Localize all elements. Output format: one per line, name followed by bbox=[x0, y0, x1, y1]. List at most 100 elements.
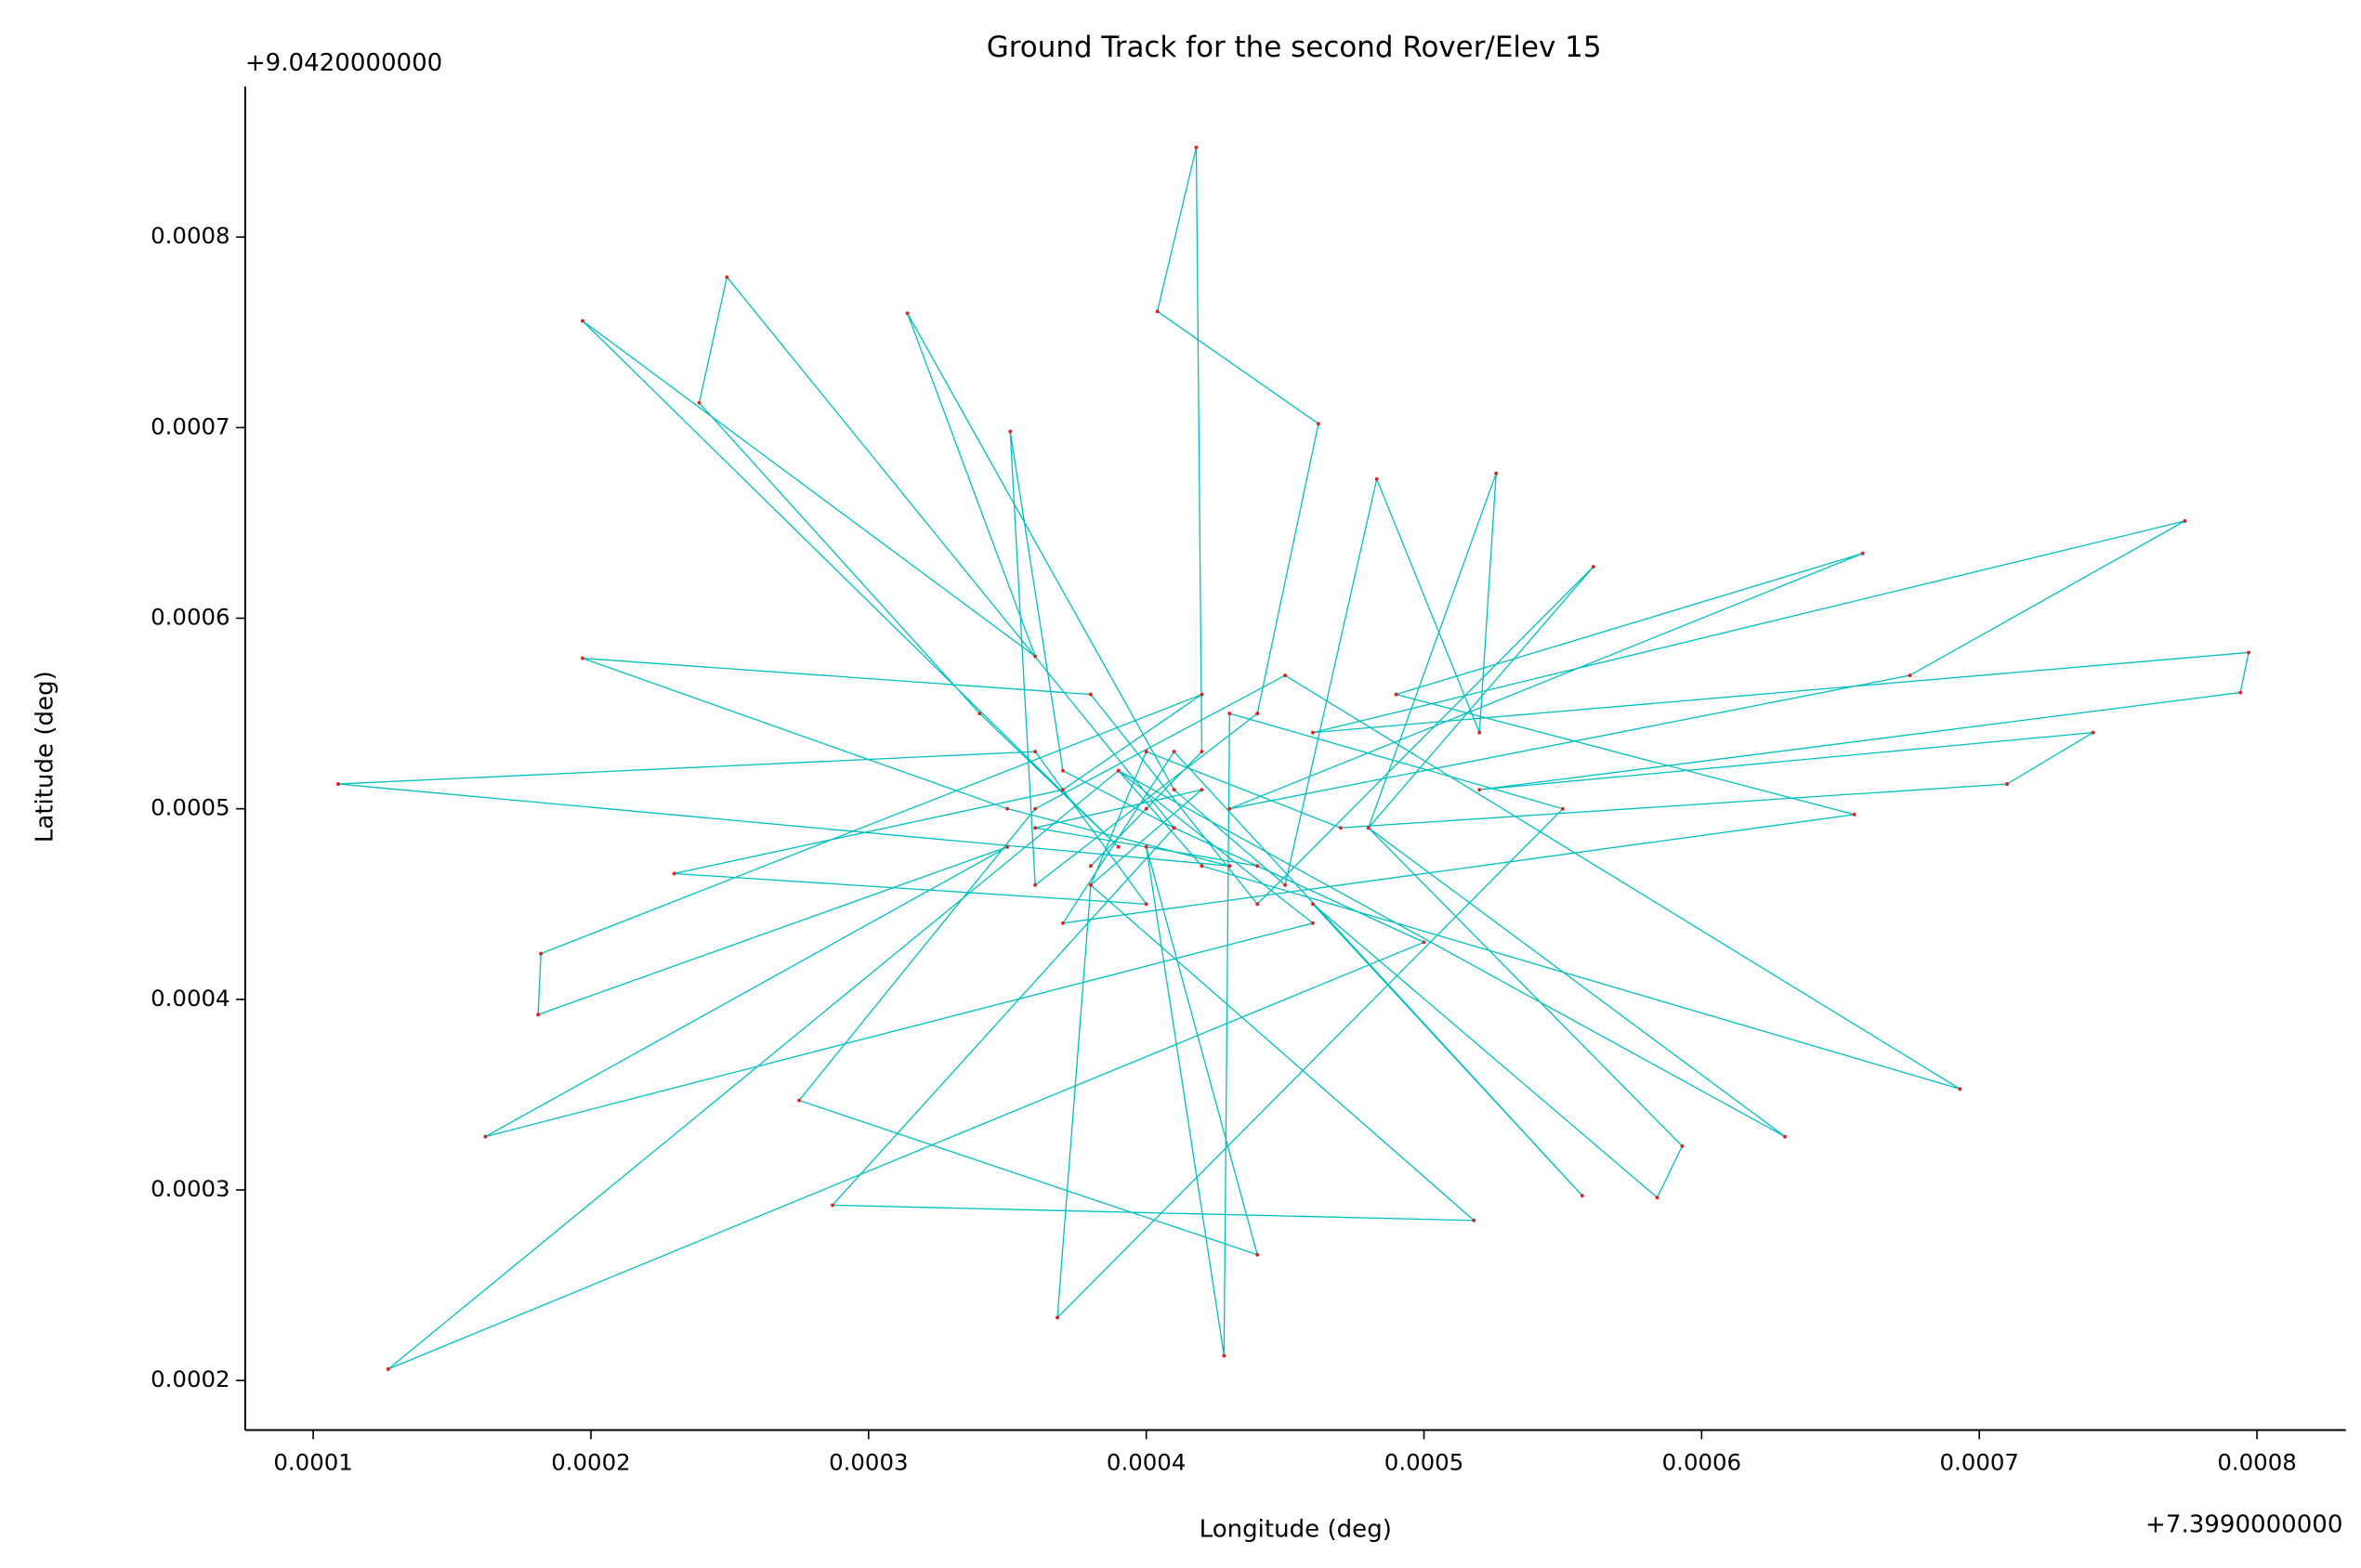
track-point bbox=[1008, 429, 1013, 434]
track-point bbox=[483, 1134, 488, 1139]
y-axis-label: Latitude (deg) bbox=[31, 671, 59, 843]
track-point bbox=[797, 1098, 802, 1103]
track-point bbox=[1144, 902, 1148, 907]
track-point bbox=[2247, 650, 2251, 655]
track-point bbox=[1311, 902, 1315, 907]
track-point bbox=[1374, 477, 1379, 481]
track-point bbox=[905, 311, 910, 316]
track-point bbox=[1088, 692, 1093, 697]
track-point bbox=[1316, 422, 1320, 426]
x-tick-label: 0.0005 bbox=[1384, 1448, 1463, 1475]
track-line bbox=[337, 147, 2250, 1370]
track-point bbox=[536, 1013, 541, 1017]
track-point bbox=[1366, 826, 1371, 830]
track-point bbox=[1061, 768, 1065, 773]
x-tick-label: 0.0006 bbox=[1662, 1448, 1741, 1475]
track-point bbox=[1908, 673, 1912, 678]
track-point bbox=[1144, 806, 1148, 811]
track-point bbox=[336, 782, 340, 786]
track-point bbox=[1222, 1353, 1226, 1358]
track-point bbox=[1311, 730, 1315, 735]
track-point bbox=[672, 871, 676, 876]
track-point bbox=[1033, 806, 1038, 811]
track-point bbox=[1655, 1196, 1659, 1200]
track-point bbox=[1477, 788, 1482, 792]
track-point bbox=[1227, 864, 1232, 869]
track-point bbox=[1394, 692, 1398, 697]
track-point bbox=[539, 951, 544, 956]
x-tick-label: 0.0008 bbox=[2217, 1448, 2296, 1475]
y-offset-text: +9.0420000000 bbox=[245, 49, 442, 77]
track-point bbox=[1200, 692, 1204, 697]
track-point bbox=[2183, 518, 2187, 523]
track-point bbox=[386, 1366, 390, 1371]
track-point bbox=[2005, 782, 2010, 786]
track-point bbox=[1255, 1252, 1260, 1257]
track-point bbox=[1311, 921, 1315, 925]
track-point bbox=[1227, 712, 1232, 716]
track-point bbox=[830, 1203, 834, 1208]
track-point bbox=[1860, 551, 1865, 555]
y-tick-label: 0.0003 bbox=[151, 1175, 230, 1202]
track-point bbox=[1144, 844, 1148, 849]
track-point bbox=[725, 275, 729, 280]
x-tick-label: 0.0004 bbox=[1107, 1448, 1186, 1475]
track-point bbox=[1580, 1194, 1584, 1198]
track-point bbox=[1472, 1218, 1476, 1222]
track-point bbox=[1255, 902, 1260, 907]
track-point bbox=[1200, 788, 1204, 792]
track-point bbox=[1255, 864, 1260, 869]
y-tick-label: 0.0008 bbox=[151, 222, 230, 249]
x-tick-label: 0.0003 bbox=[829, 1448, 908, 1475]
track-point bbox=[2091, 730, 2095, 735]
x-tick-label: 0.0002 bbox=[551, 1448, 630, 1475]
track-point bbox=[1033, 882, 1038, 887]
track-point bbox=[977, 712, 982, 716]
track-point bbox=[1172, 788, 1176, 792]
track-point bbox=[1116, 844, 1121, 849]
track-point bbox=[581, 319, 584, 323]
track-point bbox=[1005, 844, 1010, 849]
track-point bbox=[1560, 806, 1565, 811]
track-point bbox=[1783, 1134, 1787, 1139]
track-point bbox=[1591, 565, 1595, 569]
track-point bbox=[1680, 1143, 1685, 1148]
track-point bbox=[1061, 788, 1065, 792]
chart-title: Ground Track for the second Rover/Elev 1… bbox=[987, 31, 1602, 64]
track-point bbox=[1116, 768, 1121, 773]
track-point bbox=[1005, 806, 1010, 811]
track-point bbox=[1422, 940, 1426, 945]
x-tick-label: 0.0007 bbox=[1939, 1448, 2018, 1475]
track-point bbox=[1852, 812, 1856, 817]
track-point bbox=[1227, 806, 1232, 811]
track-point bbox=[1255, 712, 1260, 716]
track-point bbox=[1061, 921, 1065, 925]
track-point bbox=[1033, 826, 1038, 830]
track-point bbox=[1172, 826, 1176, 830]
track-point bbox=[697, 400, 702, 405]
track-point bbox=[1477, 730, 1482, 735]
track-point bbox=[1144, 750, 1148, 754]
track-point bbox=[1172, 750, 1176, 754]
track-point bbox=[1283, 882, 1288, 887]
x-offset-text: +7.3990000000 bbox=[2145, 1511, 2342, 1539]
track-point bbox=[1155, 309, 1160, 314]
track-point bbox=[1088, 864, 1093, 869]
y-tick-label: 0.0007 bbox=[151, 412, 230, 439]
track-point bbox=[1338, 826, 1343, 830]
track-point bbox=[1200, 750, 1204, 754]
track-point bbox=[1033, 750, 1038, 754]
track-point bbox=[1958, 1087, 1962, 1091]
y-tick-label: 0.0004 bbox=[151, 985, 230, 1012]
track-point bbox=[1283, 673, 1288, 678]
track-point bbox=[1033, 654, 1038, 659]
y-tick-label: 0.0006 bbox=[151, 604, 230, 631]
track-point bbox=[1056, 1315, 1059, 1320]
track-point bbox=[1200, 864, 1204, 869]
x-axis-label: Longitude (deg) bbox=[1200, 1516, 1392, 1544]
track-point bbox=[581, 656, 584, 660]
y-tick-label: 0.0005 bbox=[151, 794, 230, 821]
track-point bbox=[1494, 471, 1499, 476]
track-point bbox=[1088, 882, 1093, 887]
